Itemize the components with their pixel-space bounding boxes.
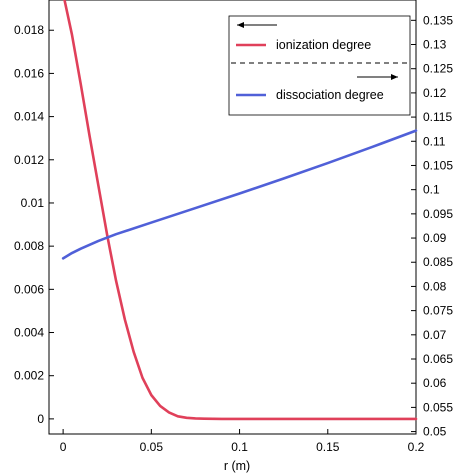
right-tick-label: 0.065 <box>423 352 453 366</box>
right-tick-label: 0.105 <box>423 158 453 172</box>
series-line-ionization <box>63 0 418 421</box>
right-tick-label: 0.115 <box>423 110 452 124</box>
right-tick-label: 0.075 <box>423 304 453 318</box>
right-tick-label: 0.12 <box>423 86 447 100</box>
x-tick-label: 0.05 <box>140 440 164 454</box>
x-axis-label: r (m) <box>224 459 250 473</box>
legend-box <box>228 15 411 116</box>
legend: ionization degree dissociation degree <box>228 15 411 116</box>
right-tick-label: 0.1 <box>423 183 440 197</box>
right-tick-label: 0.095 <box>423 207 453 221</box>
legend-label-dissociation: dissociation degree <box>276 88 384 102</box>
right-tick-label: 0.13 <box>423 38 447 52</box>
right-tick-label: 0.05 <box>423 425 447 439</box>
right-tick-label: 0.055 <box>423 400 453 414</box>
x-tick-label: 0.1 <box>231 440 248 454</box>
left-tick-label: 0.01 <box>21 196 45 210</box>
right-tick-label: 0.11 <box>423 134 446 148</box>
series-layer <box>61 0 418 421</box>
right-tick-label: 0.07 <box>423 328 447 342</box>
left-tick-label: 0.008 <box>14 239 44 253</box>
right-tick-label: 0.09 <box>423 231 447 245</box>
right-axis-ticks: 0.05 0.055 0.06 0.065 0.07 0.075 0.08 0.085 0.09… <box>411 13 453 439</box>
left-tick-label: 0.018 <box>14 23 44 37</box>
right-tick-label: 0.06 <box>423 376 447 390</box>
x-axis-ticks: 0 0.05 0.1 0.15 0.2 <box>60 429 425 454</box>
right-tick-label: 0.085 <box>423 255 453 269</box>
left-axis-ticks: 0 0.002 0.004 0.006 0.008 0.01 0.012 0.014 0.016… <box>14 23 54 426</box>
legend-label-ionization: ionization degree <box>276 38 371 52</box>
series-line-dissociation <box>61 129 418 260</box>
left-tick-label: 0 <box>37 412 44 426</box>
left-arrow-icon <box>237 22 244 28</box>
x-tick-label: 0 <box>60 440 67 454</box>
right-tick-label: 0.125 <box>423 62 453 76</box>
x-tick-label: 0.15 <box>316 440 340 454</box>
left-tick-label: 0.016 <box>14 66 44 80</box>
left-tick-label: 0.002 <box>14 369 44 383</box>
right-tick-label: 0.135 <box>423 13 453 27</box>
right-arrow-icon <box>391 74 398 80</box>
left-tick-label: 0.006 <box>14 282 44 296</box>
left-tick-label: 0.004 <box>14 326 44 340</box>
x-tick-label: 0.2 <box>408 440 425 454</box>
left-tick-label: 0.012 <box>14 153 44 167</box>
right-tick-label: 0.08 <box>423 279 447 293</box>
left-tick-label: 0.014 <box>14 110 44 124</box>
